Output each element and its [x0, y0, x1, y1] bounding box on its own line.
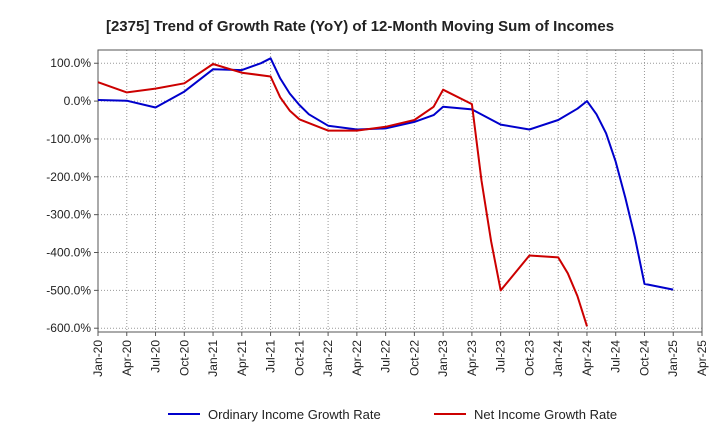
legend-label-net: Net Income Growth Rate: [474, 407, 617, 422]
x-tick-label: Jan-21: [206, 340, 220, 377]
x-tick-label: Jul-21: [264, 340, 278, 373]
x-tick-label: Apr-20: [120, 340, 134, 376]
x-tick-label: Jan-23: [436, 340, 450, 377]
legend-label-ordinary: Ordinary Income Growth Rate: [208, 407, 381, 422]
y-tick-label: -600.0%: [46, 321, 91, 335]
x-tick-label: Oct-22: [407, 340, 421, 376]
chart-title: [2375] Trend of Growth Rate (YoY) of 12-…: [106, 18, 614, 35]
grid: [97, 50, 703, 332]
legend: Ordinary Income Growth Rate Net Income G…: [168, 407, 617, 422]
x-tick-label: Apr-23: [465, 340, 479, 376]
series: [97, 57, 674, 327]
x-tick-label: Jan-20: [91, 340, 105, 377]
x-tick-label: Oct-23: [522, 340, 536, 376]
y-tick-label: -400.0%: [46, 246, 91, 260]
x-tick-label: Apr-25: [695, 340, 709, 376]
y-tick-label: -100.0%: [46, 132, 91, 146]
x-tick-label: Jan-22: [321, 340, 335, 377]
y-tick-label: -200.0%: [46, 170, 91, 184]
y-tick-label: -300.0%: [46, 208, 91, 222]
x-tick-label: Oct-24: [637, 340, 651, 376]
x-tick-label: Jul-24: [609, 340, 623, 373]
plot-frame: [97, 49, 703, 333]
series-line-net-income: [97, 63, 588, 327]
x-tick-label: Apr-24: [580, 340, 594, 376]
x-tick-label: Jul-22: [379, 340, 393, 373]
y-tick-label: 100.0%: [50, 56, 91, 70]
x-tick-label: Jan-25: [666, 340, 680, 377]
x-tick-label: Apr-21: [235, 340, 249, 376]
x-tick-label: Jul-23: [494, 340, 508, 373]
x-tick-label: Oct-21: [292, 340, 306, 376]
y-tick-label: 0.0%: [64, 94, 92, 108]
x-axis: Jan-20 Apr-20 Jul-20 Oct-20 Jan-21 Apr-21 Jul-…: [91, 332, 709, 377]
x-tick-label: Jul-20: [149, 340, 163, 373]
x-tick-label: Oct-20: [177, 340, 191, 376]
series-line-ordinary-income: [97, 57, 674, 291]
y-tick-label: -500.0%: [46, 283, 91, 297]
y-axis: 100.0% 0.0% -100.0% -200.0% -300.0% -400.0% -5…: [46, 56, 98, 335]
x-tick-label: Apr-22: [350, 340, 364, 376]
x-tick-label: Jan-24: [551, 340, 565, 377]
